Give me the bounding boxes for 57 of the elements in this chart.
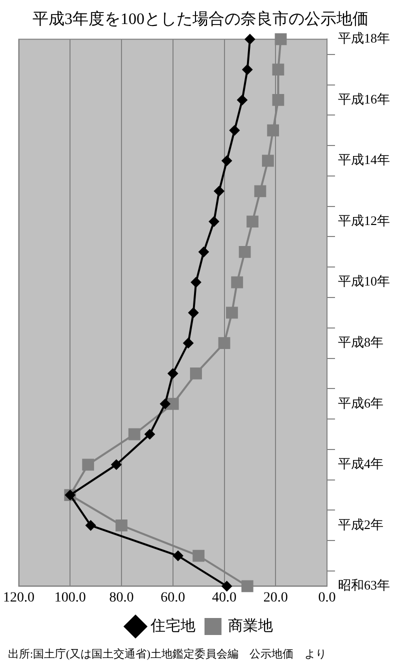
x-tick-label: 100.0 [54,590,86,606]
point [116,519,128,532]
point [242,64,252,75]
point [166,398,179,410]
y-tick-label: 平成4年 [338,456,384,472]
point [244,34,255,44]
legend-label: 商業地 [228,617,273,634]
point [168,368,178,378]
x-tick-label: 0.0 [318,590,336,606]
point [190,277,201,288]
point [218,337,230,350]
y-tick-label: 平成8年 [338,334,384,350]
y-tick-label: 平成16年 [338,91,390,106]
point [222,156,232,166]
x-tick-label: 40.0 [212,590,236,606]
point [86,520,96,530]
point [267,124,280,136]
point [274,33,287,46]
y-tick-label: 平成2年 [338,516,384,532]
point [272,64,284,76]
y-tick-label: 平成6年 [338,395,384,410]
y-tick-label: 平成12年 [338,212,390,228]
y-tick-label: 平成14年 [338,152,390,168]
point [190,368,202,380]
point [246,216,258,228]
point [222,581,232,592]
point [128,428,140,440]
point [231,276,244,288]
point [183,338,194,348]
point [173,550,184,561]
text: 出所:国土庁(又は国土交通省)土地鑑定委員会編 公示地価 より [8,647,326,660]
x-tick-label: 20.0 [263,590,288,606]
point [160,398,170,409]
point [230,125,240,136]
point [238,246,251,258]
point [214,186,224,196]
point [208,216,219,227]
x-tick-label: 80.0 [109,590,134,606]
point [254,185,266,198]
point [82,458,94,471]
point [144,429,155,440]
chart-title: 平成3年度を100とした場合の奈良市の公示地価 [32,10,368,28]
point [272,94,284,106]
point [188,308,198,318]
x-tick-label: 120.0 [3,590,34,606]
point [237,94,248,105]
y-tick-label: 平成10年 [338,274,390,289]
y-tick-label: 昭和63年 [338,578,390,593]
legend-label: 住宅地 [150,617,196,634]
y-tick-label: 平成18年 [338,30,390,46]
x-tick-label: 60.0 [160,590,186,606]
point [226,306,238,319]
point [262,154,274,167]
point [241,580,254,592]
point [198,246,209,257]
point [192,550,205,562]
point [111,460,122,470]
